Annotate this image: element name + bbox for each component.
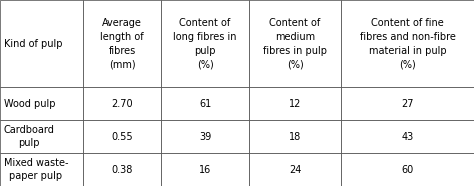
Bar: [161, 87, 249, 120]
Text: 60: 60: [401, 165, 414, 175]
Text: Cardboard
pulp: Cardboard pulp: [4, 125, 55, 148]
Bar: [161, 153, 249, 186]
Bar: [83, 153, 161, 186]
Text: Average
length of
fibres
(mm): Average length of fibres (mm): [100, 18, 144, 70]
Bar: [0, 120, 83, 153]
Text: Wood pulp: Wood pulp: [4, 99, 55, 109]
Text: 27: 27: [401, 99, 414, 109]
Bar: [249, 0, 341, 87]
Bar: [249, 120, 341, 153]
Bar: [0, 87, 83, 120]
Bar: [341, 87, 474, 120]
Bar: [249, 87, 341, 120]
Bar: [83, 0, 161, 87]
Text: 2.70: 2.70: [111, 99, 133, 109]
Text: 24: 24: [289, 165, 301, 175]
Text: 0.55: 0.55: [111, 132, 133, 142]
Bar: [161, 120, 249, 153]
Bar: [0, 153, 83, 186]
Bar: [341, 153, 474, 186]
Bar: [249, 153, 341, 186]
Text: 18: 18: [289, 132, 301, 142]
Bar: [83, 120, 161, 153]
Bar: [341, 120, 474, 153]
Text: 39: 39: [199, 132, 211, 142]
Text: Kind of pulp: Kind of pulp: [4, 39, 62, 49]
Text: Content of fine
fibres and non-fibre
material in pulp
(%): Content of fine fibres and non-fibre mat…: [360, 18, 456, 70]
Text: Content of
medium
fibres in pulp
(%): Content of medium fibres in pulp (%): [263, 18, 327, 70]
Text: 12: 12: [289, 99, 301, 109]
Bar: [161, 0, 249, 87]
Text: 0.38: 0.38: [111, 165, 133, 175]
Text: 61: 61: [199, 99, 211, 109]
Text: Content of
long fibres in
pulp
(%): Content of long fibres in pulp (%): [173, 18, 237, 70]
Bar: [83, 87, 161, 120]
Bar: [341, 0, 474, 87]
Text: 43: 43: [401, 132, 414, 142]
Text: Mixed waste-
paper pulp: Mixed waste- paper pulp: [4, 158, 68, 181]
Text: 16: 16: [199, 165, 211, 175]
Bar: [0, 0, 83, 87]
